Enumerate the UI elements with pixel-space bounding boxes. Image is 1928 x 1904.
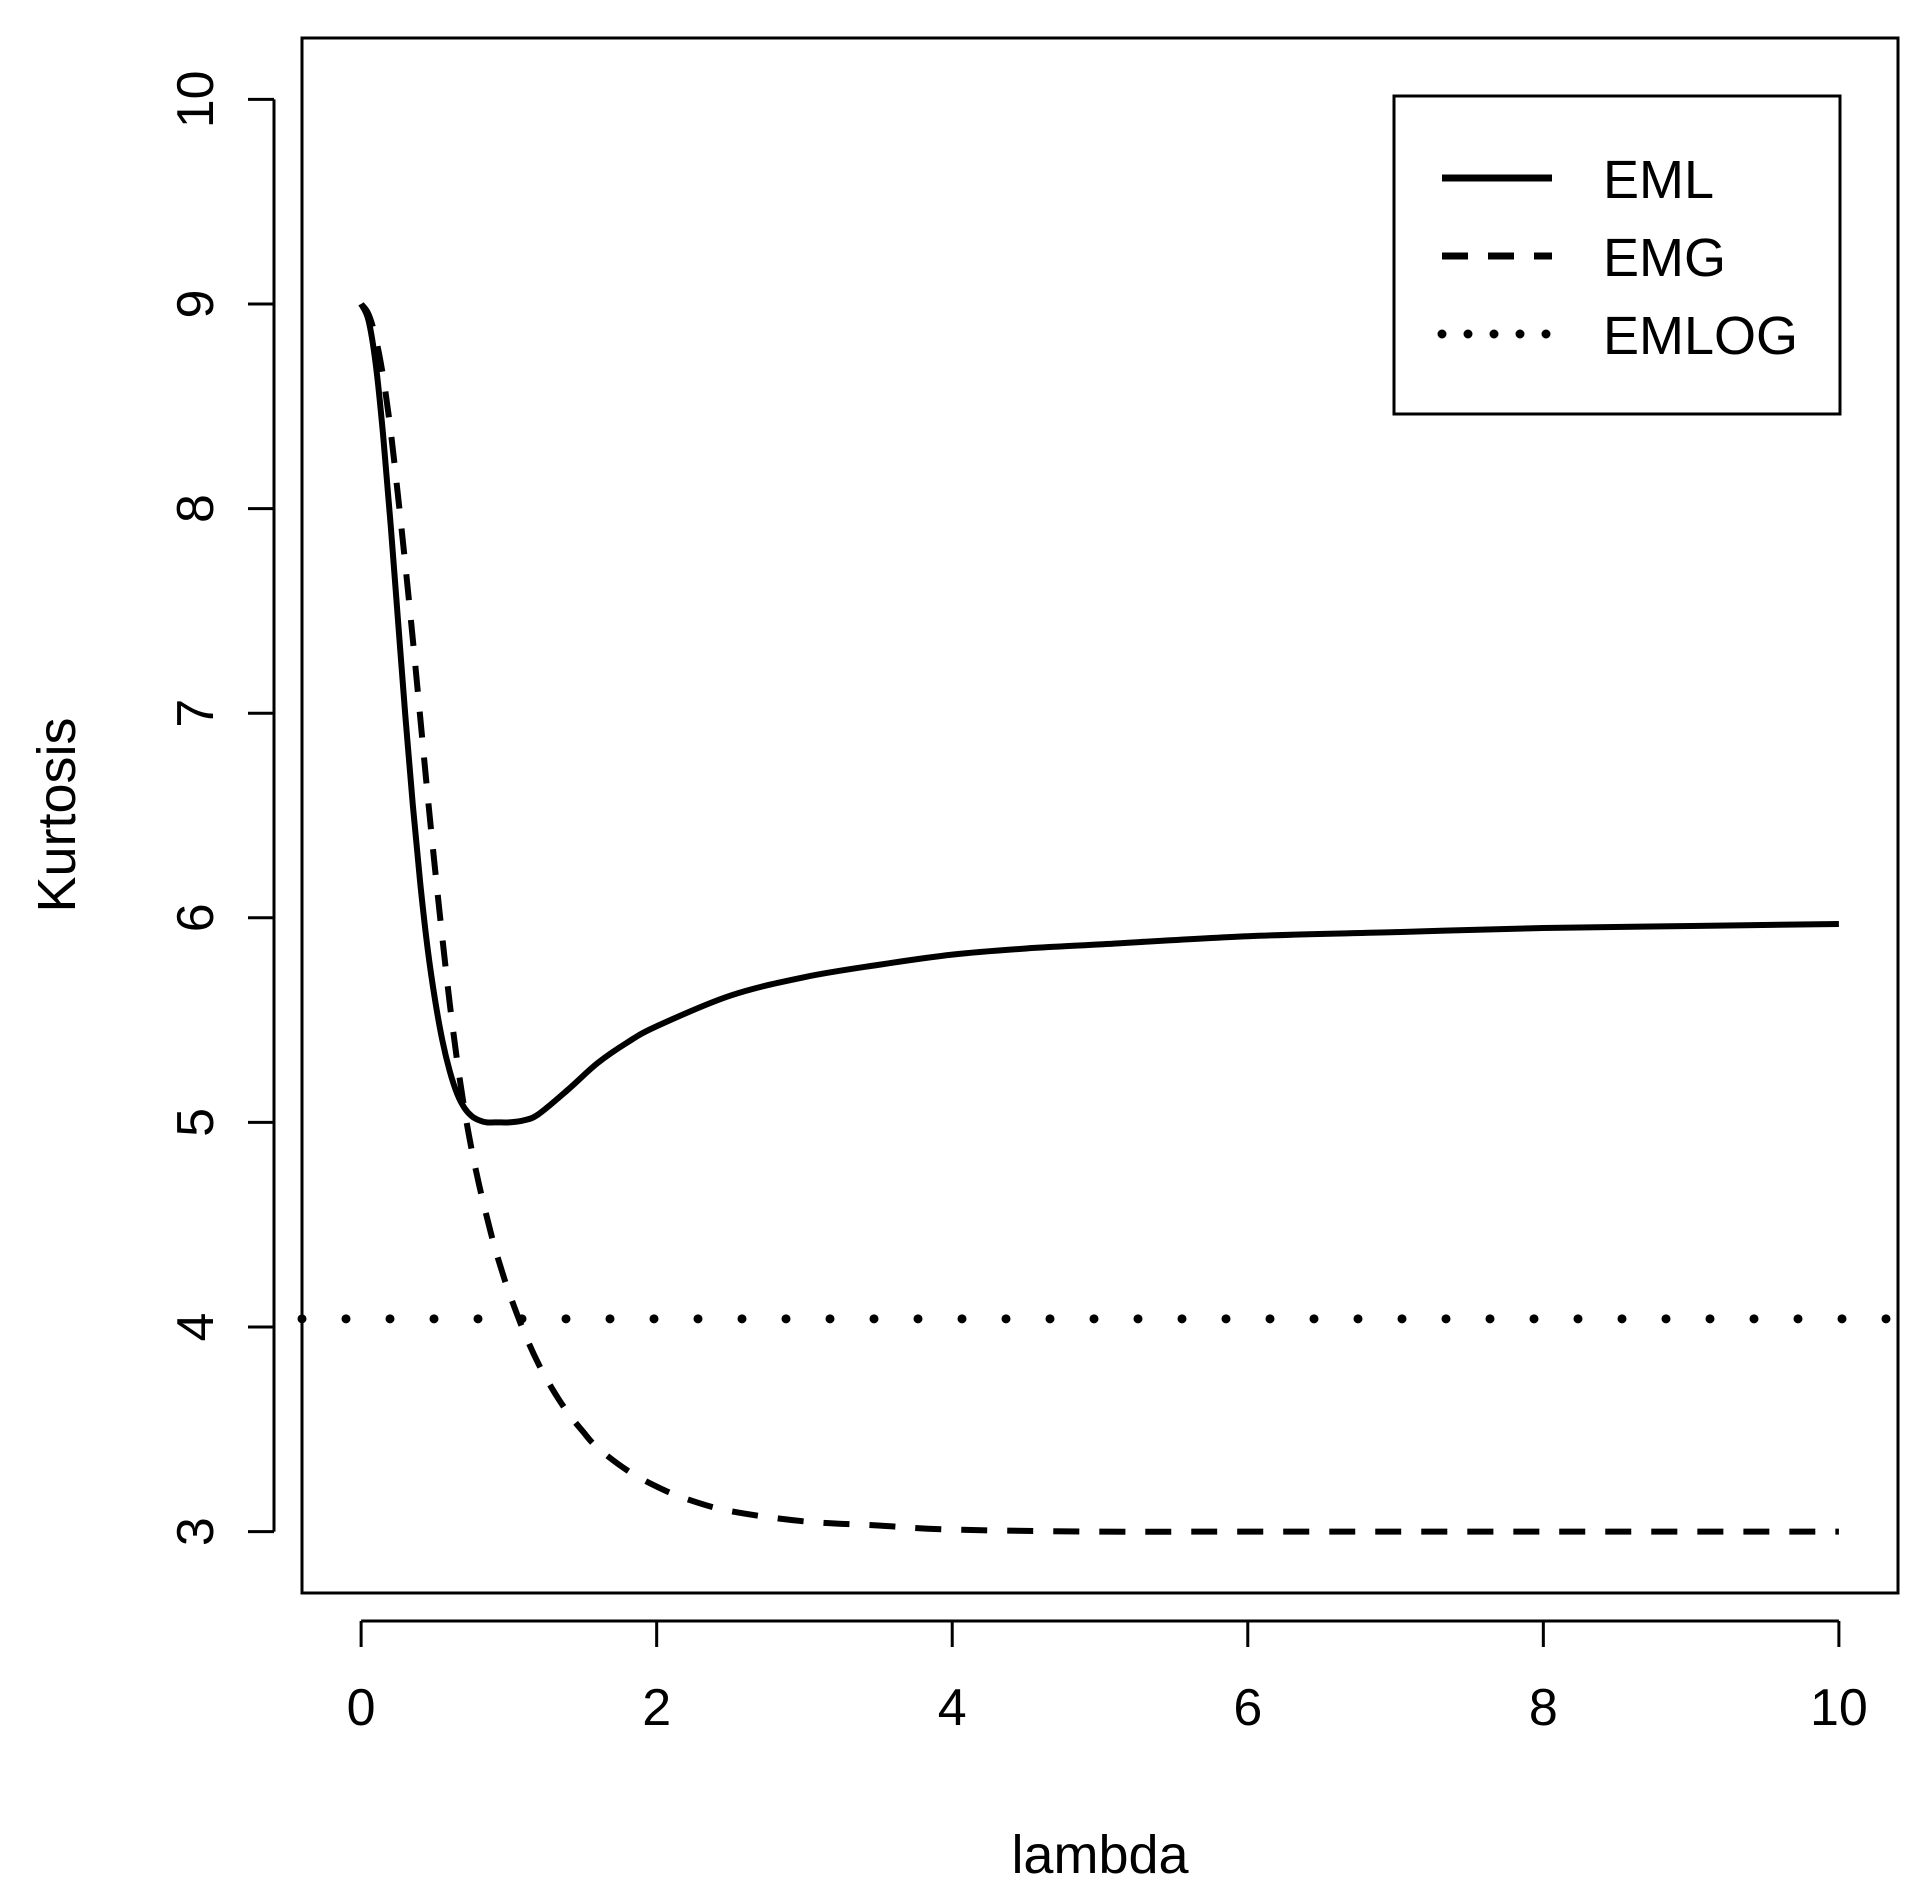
y-tick-label: 10 (167, 70, 225, 128)
y-tick-label: 8 (167, 494, 225, 523)
y-tick-label: 6 (167, 903, 225, 932)
x-tick-label: 0 (347, 1679, 376, 1737)
y-axis: 3 4 5 6 7 8 9 10 (167, 70, 276, 1546)
x-tick-label: 6 (1233, 1679, 1262, 1737)
y-axis-title: Kurtosis (27, 717, 87, 912)
y-tick-label: 9 (167, 290, 225, 319)
x-tick-label: 8 (1529, 1679, 1558, 1737)
x-tick-label: 2 (642, 1679, 671, 1737)
legend-label-eml: EML (1603, 150, 1714, 210)
legend-label-emg: EMG (1603, 228, 1726, 288)
y-tick-label: 7 (167, 699, 225, 728)
series-layer (297, 302, 1903, 1535)
x-axis: 0 2 4 6 8 10 (347, 1619, 1868, 1737)
x-axis-title: lambda (1011, 1825, 1189, 1885)
y-tick-label: 5 (167, 1108, 225, 1137)
y-tick-label: 4 (167, 1313, 225, 1342)
legend-label-emlog: EMLOG (1603, 306, 1798, 366)
series-line-eml (358, 302, 1839, 1126)
x-tick-label: 10 (1810, 1679, 1868, 1737)
x-tick-label: 4 (938, 1679, 967, 1737)
legend-box (1392, 94, 1842, 416)
legend: EML EMG EMLOG (1392, 94, 1842, 416)
plot-frame (300, 36, 1900, 1595)
y-tick-label: 3 (167, 1517, 225, 1546)
